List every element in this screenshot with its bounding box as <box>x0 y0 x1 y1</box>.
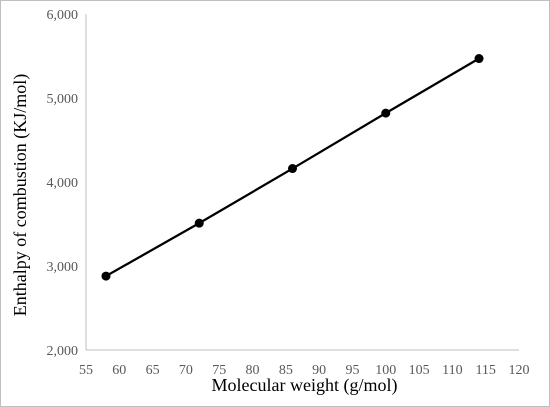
x-tick-label: 115 <box>475 363 495 378</box>
x-tick-label: 110 <box>442 363 462 378</box>
series-layer <box>101 54 484 281</box>
x-axis-title: Molecular weight (g/mol) <box>212 375 398 396</box>
data-point <box>381 108 391 118</box>
data-point <box>474 54 484 64</box>
x-tick-label: 90 <box>312 363 326 378</box>
x-tick-label: 95 <box>345 363 359 378</box>
x-tick-label: 85 <box>279 363 293 378</box>
data-point <box>194 218 204 228</box>
y-axis-ticks: 2,000 3,000 4,000 5,000 6,000 <box>47 8 79 359</box>
x-tick-label: 100 <box>375 363 396 378</box>
x-tick-label: 75 <box>212 363 226 378</box>
data-point <box>288 164 298 174</box>
x-tick-label: 60 <box>112 363 126 378</box>
x-tick-label: 65 <box>146 363 160 378</box>
y-tick-label: 6,000 <box>47 8 79 23</box>
y-tick-label: 4,000 <box>47 176 79 191</box>
x-tick-label: 105 <box>409 363 430 378</box>
x-tick-label: 55 <box>79 363 93 378</box>
data-point <box>101 271 111 281</box>
y-tick-label: 2,000 <box>47 344 79 359</box>
x-tick-label: 80 <box>246 363 260 378</box>
x-tick-label: 120 <box>509 363 530 378</box>
y-tick-label: 3,000 <box>47 260 79 275</box>
y-axis-title: Enthalpy of combustion (KJ/mol) <box>10 74 31 316</box>
x-axis-ticks: 55 60 65 70 75 80 85 90 95 100 105 110 115 120 <box>79 363 530 378</box>
y-tick-label: 5,000 <box>47 92 79 107</box>
x-tick-label: 70 <box>179 363 193 378</box>
